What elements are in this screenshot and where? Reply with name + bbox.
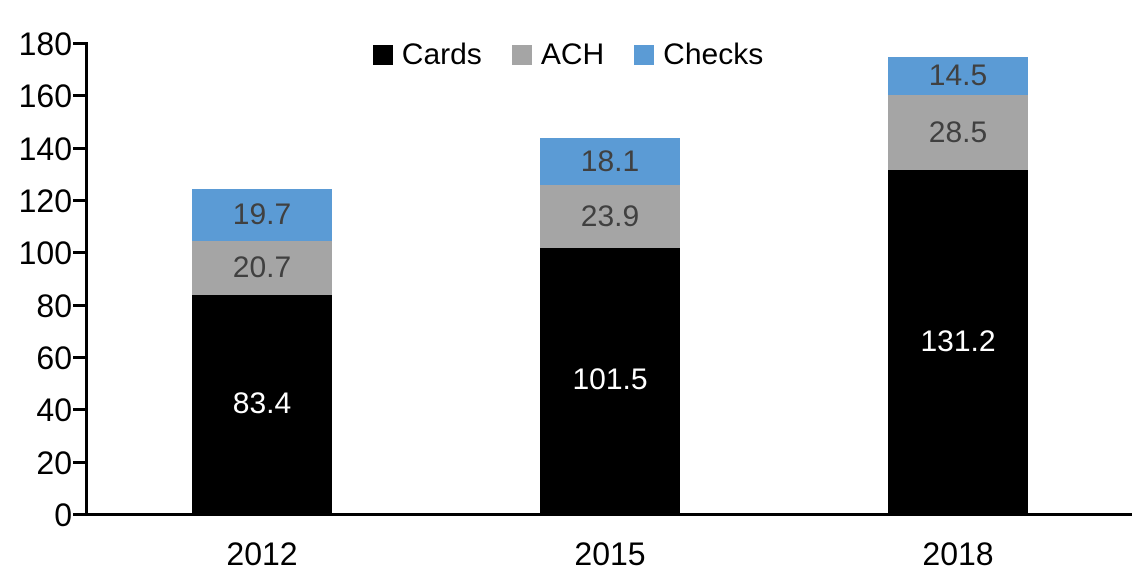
legend-label-ach: ACH bbox=[540, 38, 605, 71]
y-tick-mark bbox=[73, 251, 85, 254]
y-tick-label: 100 bbox=[18, 235, 72, 271]
y-tick-label: 0 bbox=[54, 497, 72, 533]
y-tick-mark bbox=[73, 356, 85, 359]
x-category-label-2012: 2012 bbox=[226, 536, 298, 572]
legend-label-checks: Checks bbox=[663, 38, 764, 71]
y-tick-mark bbox=[73, 199, 85, 202]
x-axis-line bbox=[85, 513, 1132, 516]
segment-value-label: 28.5 bbox=[928, 115, 988, 149]
legend-swatch-cards-icon bbox=[372, 45, 393, 65]
y-tick-mark bbox=[73, 304, 85, 307]
y-tick-mark bbox=[73, 94, 85, 97]
segment-value-label: 20.7 bbox=[232, 251, 292, 284]
bar-segment-cards-2012: 83.4 bbox=[192, 295, 332, 513]
y-tick-label: 140 bbox=[18, 131, 72, 167]
y-tick-label: 20 bbox=[36, 445, 72, 481]
segment-value-label: 19.7 bbox=[232, 198, 292, 231]
y-tick-mark bbox=[73, 513, 85, 516]
y-axis-line bbox=[85, 42, 88, 516]
legend-item-cards: Cards bbox=[372, 38, 482, 71]
segment-value-label: 83.4 bbox=[232, 387, 292, 420]
x-category-label-2018: 2018 bbox=[922, 536, 994, 572]
chart-legend: Cards ACH Checks bbox=[0, 40, 1136, 70]
bar-segment-checks-2015: 18.1 bbox=[540, 138, 680, 185]
y-tick-label: 180 bbox=[18, 26, 72, 62]
segment-value-label: 14.5 bbox=[928, 59, 988, 92]
bar-segment-ach-2015: 23.9 bbox=[540, 185, 680, 248]
segment-value-label: 23.9 bbox=[580, 199, 640, 233]
y-tick-label: 160 bbox=[18, 78, 72, 114]
segment-value-label: 131.2 bbox=[920, 324, 996, 358]
y-tick-label: 60 bbox=[36, 340, 72, 376]
bar-segment-ach-2018: 28.5 bbox=[888, 95, 1028, 170]
y-tick-mark bbox=[73, 42, 85, 45]
bar-segment-cards-2018: 131.2 bbox=[888, 170, 1028, 513]
y-tick-mark bbox=[73, 147, 85, 150]
bar-segment-checks-2012: 19.7 bbox=[192, 189, 332, 241]
legend-label-cards: Cards bbox=[401, 38, 482, 71]
segment-value-label: 101.5 bbox=[572, 363, 648, 396]
legend-swatch-ach-icon bbox=[511, 45, 532, 65]
y-tick-label: 120 bbox=[18, 183, 72, 219]
y-tick-mark bbox=[73, 461, 85, 464]
bar-segment-ach-2012: 20.7 bbox=[192, 241, 332, 295]
legend-item-ach: ACH bbox=[511, 38, 605, 71]
legend-item-checks: Checks bbox=[634, 40, 763, 70]
y-tick-label: 40 bbox=[36, 392, 72, 428]
y-tick-mark bbox=[73, 408, 85, 411]
legend-swatch-checks-icon bbox=[634, 45, 655, 65]
y-tick-label: 80 bbox=[36, 288, 72, 324]
bar-segment-checks-2018: 14.5 bbox=[888, 57, 1028, 95]
segment-value-label: 18.1 bbox=[580, 144, 640, 178]
bar-segment-cards-2015: 101.5 bbox=[540, 247, 680, 513]
x-category-label-2015: 2015 bbox=[574, 536, 646, 572]
